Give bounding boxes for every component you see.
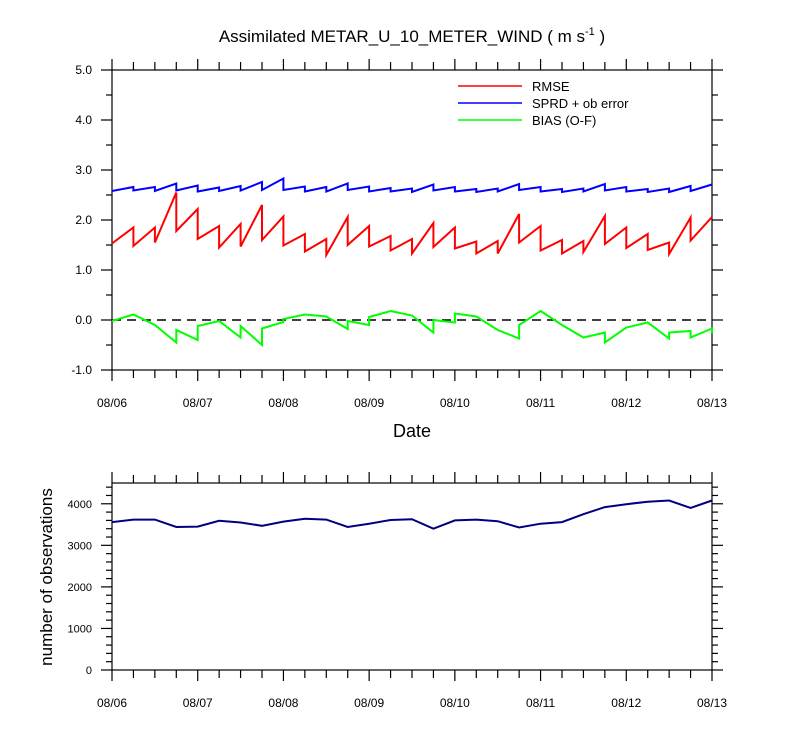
series-line-rmse bbox=[111, 192, 713, 259]
x-tick-label: 08/09 bbox=[354, 396, 384, 410]
y-tick-label: 0.0 bbox=[75, 313, 92, 327]
chart-title: Assimilated METAR_U_10_METER_WIND ( m s-… bbox=[219, 26, 605, 46]
x-tick-label: 08/11 bbox=[526, 696, 555, 710]
series-line-observations bbox=[111, 499, 713, 530]
x-tick-label: 08/11 bbox=[526, 396, 555, 410]
y-tick-label: 1000 bbox=[68, 623, 92, 635]
y-tick-label: 3.0 bbox=[75, 163, 92, 177]
legend-label: RMSE bbox=[532, 79, 570, 94]
x-tick-label: 08/07 bbox=[183, 696, 213, 710]
chart-title-text: Assimilated METAR_U_10_METER_WIND ( m s bbox=[219, 27, 585, 46]
chart-title-close: ) bbox=[595, 27, 605, 46]
y-tick-label: 1.0 bbox=[75, 263, 92, 277]
x-tick-label: 08/12 bbox=[611, 396, 641, 410]
x-axis-label: Date bbox=[393, 421, 431, 441]
y-tick-label: 3000 bbox=[68, 540, 92, 552]
series-line-sprd-ob-error bbox=[111, 176, 713, 194]
x-tick-label: 08/06 bbox=[97, 396, 127, 410]
y-tick-label: 4.0 bbox=[75, 113, 92, 127]
x-tick-label: 08/08 bbox=[268, 396, 298, 410]
legend: RMSE SPRD + ob error BIAS (O-F) bbox=[458, 79, 629, 128]
y-tick-label: 2.0 bbox=[75, 213, 92, 227]
x-tick-label: 08/13 bbox=[697, 396, 727, 410]
x-tick-label: 08/06 bbox=[97, 696, 127, 710]
x-tick-label: 08/10 bbox=[440, 696, 470, 710]
y-tick-label: 0 bbox=[86, 665, 92, 677]
y-axis-label-observations: number of observations bbox=[37, 488, 56, 666]
x-tick-label: 08/10 bbox=[440, 396, 470, 410]
series-line-bias-o-f bbox=[111, 309, 713, 348]
x-tick-label: 08/13 bbox=[697, 696, 727, 710]
chart-title-exponent: -1 bbox=[585, 26, 595, 38]
plot-frame bbox=[111, 482, 713, 671]
y-tick-label: 5.0 bbox=[75, 63, 92, 77]
y-tick-label: 4000 bbox=[68, 499, 92, 511]
y-tick-label: 2000 bbox=[68, 582, 92, 594]
x-tick-label: 08/09 bbox=[354, 696, 384, 710]
legend-label: SPRD + ob error bbox=[532, 96, 629, 111]
y-tick-label: -1.0 bbox=[71, 363, 92, 377]
legend-label: BIAS (O-F) bbox=[532, 113, 596, 128]
x-tick-label: 08/07 bbox=[183, 396, 213, 410]
plot-panel-2: 08/06 08/07 08/08 08/09 08/10 08/11 08/12 08/13… bbox=[68, 472, 727, 710]
x-tick-label: 08/08 bbox=[268, 696, 298, 710]
plot-panel-1: 08/06 08/07 08/08 08/09 08/10 08/11 08/12 08/13… bbox=[71, 59, 727, 410]
x-tick-label: 08/12 bbox=[611, 696, 641, 710]
